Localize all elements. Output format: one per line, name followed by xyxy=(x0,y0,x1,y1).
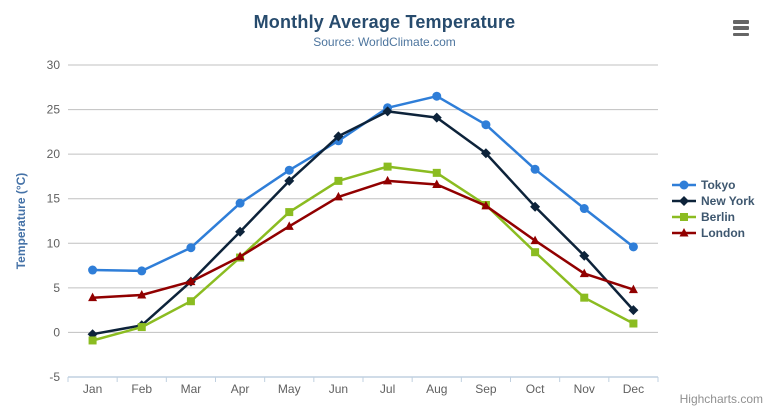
x-axis-label: Nov xyxy=(574,382,595,396)
data-point[interactable] xyxy=(530,164,540,174)
data-point[interactable] xyxy=(481,200,491,210)
data-point[interactable] xyxy=(334,176,343,185)
data-point[interactable] xyxy=(432,91,442,101)
data-point[interactable] xyxy=(383,162,392,171)
data-point[interactable] xyxy=(333,191,343,201)
y-axis-label: 25 xyxy=(47,103,61,117)
data-point[interactable] xyxy=(579,204,589,214)
legend-item-london[interactable]: London xyxy=(672,225,755,241)
legend-marker-diamond-icon xyxy=(672,196,696,206)
x-axis-label: Sep xyxy=(475,382,497,396)
data-point[interactable] xyxy=(628,242,638,252)
data-point[interactable] xyxy=(480,148,491,159)
chart-subtitle: Source: WorldClimate.com xyxy=(313,35,456,49)
data-point[interactable] xyxy=(382,106,393,117)
data-point[interactable] xyxy=(679,228,689,237)
data-point[interactable] xyxy=(284,165,294,175)
data-point[interactable] xyxy=(235,198,245,208)
series-line xyxy=(91,165,635,342)
x-axis-label: Apr xyxy=(231,382,250,396)
data-point[interactable] xyxy=(186,276,196,286)
y-axis-label: 15 xyxy=(47,192,61,206)
data-point[interactable] xyxy=(628,305,639,316)
data-point[interactable] xyxy=(679,196,689,206)
data-point[interactable] xyxy=(579,268,589,278)
x-axis-label: Feb xyxy=(131,382,152,396)
data-point[interactable] xyxy=(235,251,245,261)
legend-label: Berlin xyxy=(701,210,736,224)
hamburger-icon xyxy=(733,32,749,36)
legend-label: London xyxy=(701,226,745,240)
x-axis-label: Jun xyxy=(329,382,348,396)
data-point[interactable] xyxy=(137,266,147,276)
legend-marker-square-icon xyxy=(672,213,696,221)
series-new-york[interactable] xyxy=(87,106,639,340)
data-point[interactable] xyxy=(531,248,540,257)
chart-title: Monthly Average Temperature xyxy=(253,12,516,32)
legend-label: New York xyxy=(701,194,755,208)
export-menu-button[interactable] xyxy=(729,18,753,38)
x-axis-label: Jan xyxy=(83,382,102,396)
data-point[interactable] xyxy=(333,131,344,142)
hamburger-icon xyxy=(733,26,749,30)
x-axis-label: Jul xyxy=(380,382,395,396)
x-axis-label: Aug xyxy=(426,382,447,396)
series-line xyxy=(91,110,635,336)
legend-item-berlin[interactable]: Berlin xyxy=(672,209,755,225)
data-point[interactable] xyxy=(629,319,638,328)
data-point[interactable] xyxy=(432,179,442,188)
data-point[interactable] xyxy=(679,180,689,190)
series-london[interactable] xyxy=(88,175,638,302)
hamburger-icon xyxy=(733,20,749,24)
data-point[interactable] xyxy=(579,250,590,261)
data-point[interactable] xyxy=(88,292,98,302)
x-axis-label: Dec xyxy=(623,382,644,396)
y-axis-label: -5 xyxy=(49,370,60,384)
data-point[interactable] xyxy=(431,112,442,123)
legend-item-tokyo[interactable]: Tokyo xyxy=(672,177,755,193)
series-line xyxy=(91,179,635,299)
y-axis-label: 20 xyxy=(47,147,61,161)
y-axis-label: 30 xyxy=(47,58,61,72)
data-point[interactable] xyxy=(186,243,196,253)
y-axis-label: 10 xyxy=(47,236,61,250)
series-line xyxy=(91,94,635,273)
data-point[interactable] xyxy=(88,336,97,345)
data-point[interactable] xyxy=(285,208,294,217)
legend: Tokyo New York Berlin London xyxy=(672,177,755,241)
data-point[interactable] xyxy=(432,168,441,177)
series-tokyo[interactable] xyxy=(88,91,638,276)
data-point[interactable] xyxy=(137,323,146,332)
legend-marker-circle-icon xyxy=(672,180,696,190)
data-point[interactable] xyxy=(628,284,638,294)
data-point[interactable] xyxy=(383,175,393,185)
x-axis-label: May xyxy=(278,382,301,396)
x-axis-label: Oct xyxy=(526,382,545,396)
data-point[interactable] xyxy=(580,293,589,302)
credits-link[interactable]: Highcharts.com xyxy=(679,392,763,406)
data-point[interactable] xyxy=(680,213,688,221)
data-point[interactable] xyxy=(88,265,98,275)
legend-marker-triangle-icon xyxy=(672,228,696,237)
data-point[interactable] xyxy=(137,289,147,299)
data-point[interactable] xyxy=(481,120,491,130)
data-point[interactable] xyxy=(530,235,540,245)
data-point[interactable] xyxy=(284,175,295,186)
data-point[interactable] xyxy=(530,201,541,212)
y-axis-label: 0 xyxy=(53,325,60,339)
data-point[interactable] xyxy=(186,297,195,306)
data-point[interactable] xyxy=(284,221,294,230)
x-axis-label: Mar xyxy=(181,382,202,396)
legend-label: Tokyo xyxy=(701,178,736,192)
data-point[interactable] xyxy=(235,226,246,237)
y-axis-label: 5 xyxy=(53,281,60,295)
legend-item-new-york[interactable]: New York xyxy=(672,193,755,209)
